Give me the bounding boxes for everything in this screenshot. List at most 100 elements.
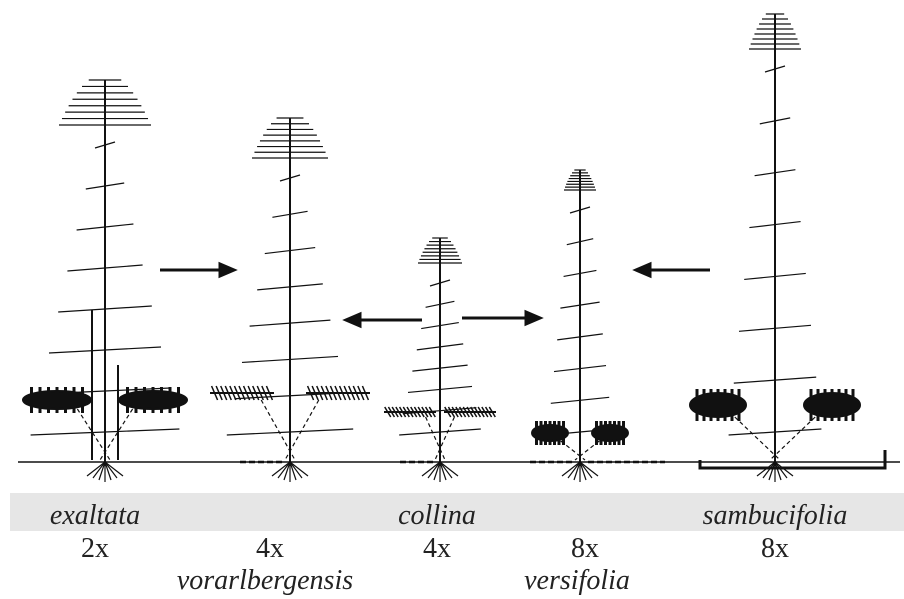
stem-leaf [439,385,473,391]
leaflet [334,385,342,401]
root [768,461,776,481]
stem-leaf [241,358,291,364]
stem-leaf [774,376,817,381]
root [104,461,124,477]
root [289,461,303,479]
stem-leaf [439,321,459,327]
petiole [260,399,296,461]
leaflet [421,406,429,418]
leaflet [402,406,410,418]
root [762,461,776,479]
leaflet [410,406,418,418]
stem-leaf [749,223,776,229]
leaflet [316,385,324,401]
stem-leaf [439,300,455,305]
stem-leaf [738,327,776,332]
root [92,461,106,479]
petiole [99,408,134,461]
root [561,461,581,477]
stem-leaf [744,275,776,281]
leaflet [466,406,474,418]
leaflet [462,406,470,418]
leaflet [215,385,223,401]
root [573,461,581,481]
leaflet [398,406,407,418]
stem-leaf [104,264,143,269]
petiole [734,416,781,461]
arrows [160,261,710,329]
stem-leaf [399,431,441,436]
stem-leaf [94,144,106,149]
leaflet [444,406,452,418]
leaflet [395,406,403,418]
stem-leaf [257,286,291,291]
ploidy: 2x [81,533,109,564]
stem-leaf [774,65,786,70]
leaflet [447,406,456,418]
leaflet [352,385,360,401]
petiole [434,416,455,461]
leaflet [261,385,269,401]
root [774,461,782,481]
root [579,461,599,477]
stem-leaf [289,210,308,215]
stem-leaf [416,346,441,351]
petiole [574,440,600,461]
rhizome [698,450,887,470]
stem-leaf [550,399,581,404]
root [774,461,788,479]
stem-leaf [58,308,106,313]
petiole [284,399,320,461]
leaflet [242,385,251,401]
root [579,461,593,479]
stem-leaf [425,303,441,308]
root [567,461,581,479]
stem-leaf [774,117,791,122]
stem-leaf [579,206,591,211]
leaflet [325,385,333,401]
leaflet [406,406,414,418]
root [277,461,291,479]
stem-leaf [104,305,152,310]
leaflet [470,406,478,418]
root [104,461,112,481]
stem-leaf [104,428,180,433]
stem-leaf [754,172,776,177]
stem-leaf [557,336,581,341]
petiole [769,416,816,461]
stem-leaf [289,174,301,179]
label-band [10,493,904,531]
stem-leaf [412,367,441,372]
root [439,461,453,479]
stem-leaf [774,272,806,278]
leaflet [233,385,242,401]
stem-leaf [774,428,822,433]
petiole [425,416,446,461]
leaflet [220,385,228,401]
stem-leaf [563,272,581,278]
root [289,461,297,481]
stem-leaf [439,343,464,348]
leaflet [384,406,392,418]
leaflet [247,385,255,401]
stem-leaf [774,324,812,329]
leaflet [417,406,425,418]
stem-leaf [104,182,125,187]
leaflet [265,385,274,401]
leaflet [424,406,433,418]
leaflet [413,406,422,418]
stem-leaf [104,387,171,392]
leaflet [348,385,356,401]
stem-leaf [48,349,106,354]
root [439,461,459,477]
leaflet [481,406,489,418]
leaflet [488,406,496,418]
leaflet [224,385,232,401]
stem-leaf [560,304,581,309]
petiole [76,408,111,461]
stem-leaf [249,322,291,327]
stem-leaf [289,428,354,433]
stem-leaf [579,396,610,401]
stem-leaf [429,282,441,287]
